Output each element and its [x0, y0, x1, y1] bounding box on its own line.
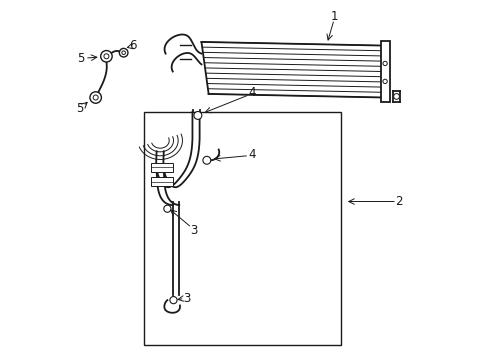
Circle shape [393, 94, 399, 99]
Circle shape [194, 112, 202, 120]
Circle shape [101, 50, 112, 62]
Text: 2: 2 [394, 195, 402, 208]
Circle shape [119, 48, 128, 57]
Bar [150, 163, 172, 172]
Text: 5: 5 [76, 102, 83, 115]
Text: 4: 4 [247, 148, 255, 161]
Circle shape [122, 51, 125, 54]
Bar [144, 112, 341, 345]
Circle shape [169, 297, 177, 304]
Text: 4: 4 [247, 86, 255, 99]
Circle shape [382, 61, 386, 66]
Circle shape [104, 54, 109, 59]
Circle shape [382, 79, 386, 84]
Circle shape [203, 156, 210, 164]
Text: 3: 3 [190, 224, 198, 237]
Circle shape [90, 92, 101, 103]
Text: 5: 5 [77, 51, 84, 64]
Circle shape [93, 95, 98, 100]
Text: 6: 6 [129, 39, 137, 52]
Bar [150, 177, 172, 186]
Circle shape [163, 205, 171, 212]
Bar [380, 41, 389, 102]
Text: 1: 1 [330, 10, 337, 23]
Text: 3: 3 [183, 292, 190, 305]
